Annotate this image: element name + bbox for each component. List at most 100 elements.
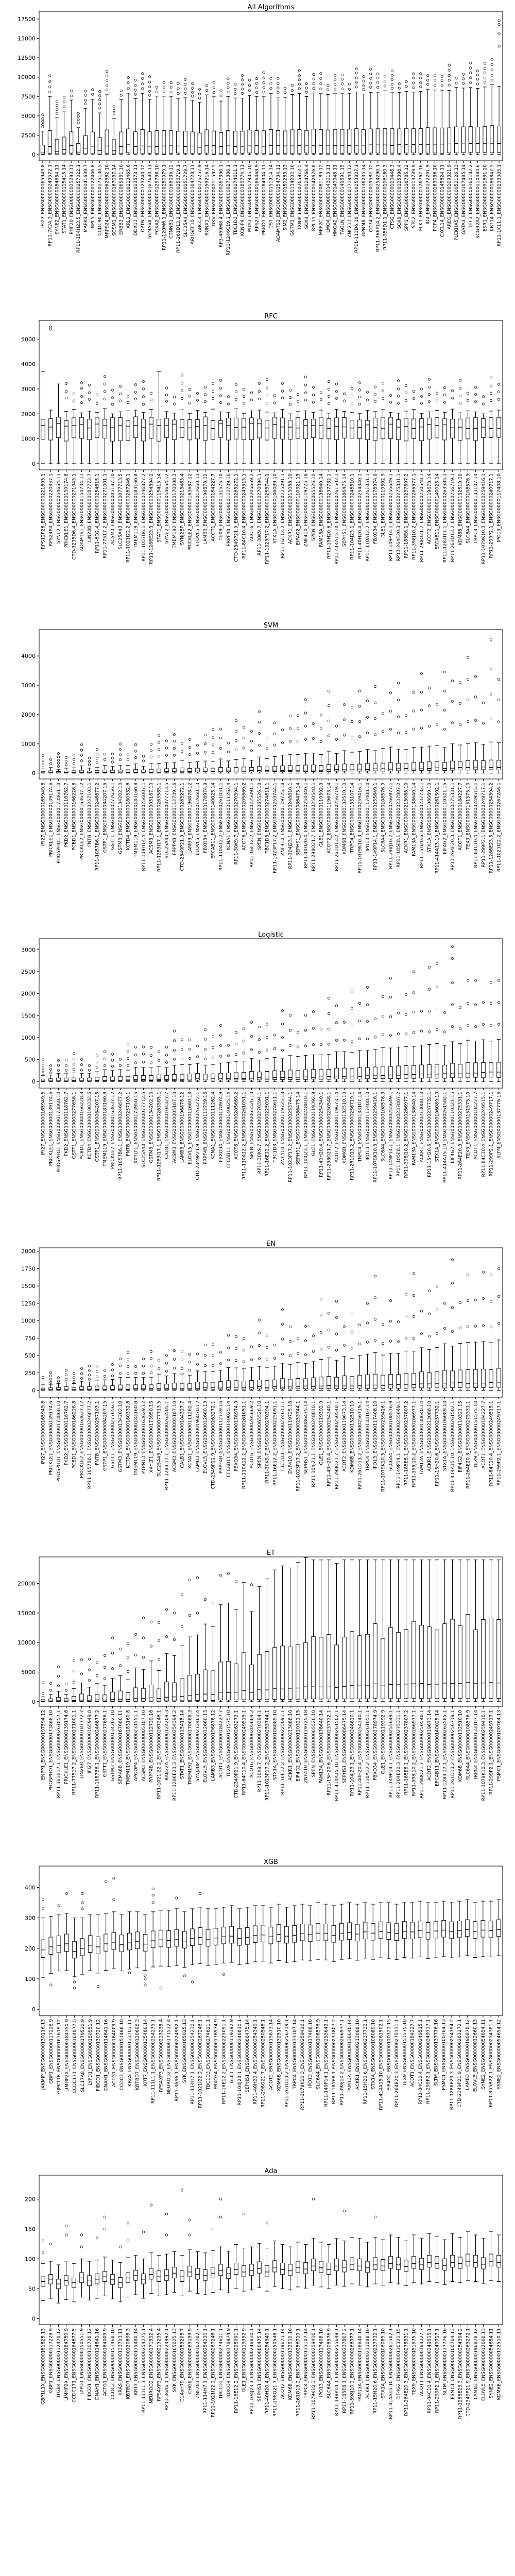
box-body xyxy=(280,1646,285,1700)
box-body xyxy=(190,1928,195,1946)
box-body xyxy=(257,1072,262,1080)
box-body xyxy=(489,759,493,770)
x-tick-label: RP11-1023P17.2_ENSG00000253744.1 xyxy=(273,783,278,873)
box-body xyxy=(265,1380,269,1389)
outlier-point xyxy=(111,388,114,392)
x-tick-label: LAMB3_ENSG00000196878.12 xyxy=(180,1092,185,1163)
box-23 xyxy=(204,84,209,155)
outlier-point xyxy=(281,741,284,744)
box-body xyxy=(442,762,447,771)
x-tick-label: RP11-15H20.6_ENSG00000237732.1 xyxy=(327,473,332,559)
subplot-title: SVM xyxy=(264,622,278,630)
x-tick-label: RP11-16E12.2_ENSG00000225091.1 xyxy=(281,473,286,558)
outlier-point xyxy=(334,78,337,81)
outlier-point xyxy=(112,105,115,108)
outlier-point xyxy=(319,1297,323,1301)
outlier-point xyxy=(358,1020,362,1023)
outlier-point xyxy=(41,1686,45,1690)
x-tick-label: KDM6B_ENSG00000132510.10 xyxy=(342,783,348,855)
outlier-point xyxy=(348,88,351,91)
box-15 xyxy=(157,1621,161,1702)
box-body xyxy=(133,769,138,773)
x-tick-label: GJPK1TB_ENSG00000161619.12 xyxy=(57,2019,62,2094)
box-body xyxy=(334,1645,339,1700)
outlier-point xyxy=(49,1067,53,1071)
outlier-point xyxy=(312,77,315,80)
y-tick-label: 4000 xyxy=(21,361,36,368)
outlier-point xyxy=(489,981,493,984)
outlier-point xyxy=(49,758,53,761)
box-32 xyxy=(288,714,293,774)
box-24 xyxy=(226,395,231,464)
outlier-point xyxy=(242,736,246,739)
outlier-point xyxy=(184,82,187,86)
x-tick-label: RP11-185E8.1_ENSG00000237807.2 xyxy=(397,783,402,868)
box-56 xyxy=(473,675,478,774)
outlier-point xyxy=(142,755,145,758)
box-body xyxy=(342,417,347,438)
x-tick-label: SLC25A4_ENSG00000151729.7 xyxy=(183,164,188,238)
outlier-point xyxy=(383,84,387,88)
outlier-point xyxy=(312,393,315,397)
box-15 xyxy=(159,1910,163,1990)
box-6 xyxy=(87,1064,92,1082)
x-tick-label: PHOSPHO1_ENSG00000173868.10 xyxy=(57,783,62,863)
box-body xyxy=(318,129,323,154)
x-tick-label: RP11-1057B6.1_ENSG00000246877.2 xyxy=(142,473,147,562)
box-body xyxy=(442,1370,447,1388)
outlier-point xyxy=(412,86,415,89)
box-2 xyxy=(56,1904,61,1972)
box-body xyxy=(323,1923,329,1941)
box-body xyxy=(350,764,354,772)
x-tick-label: RP11-110A12.2_ENSG00000261051.1 xyxy=(242,1092,247,1180)
box-body xyxy=(159,1929,163,1947)
outlier-point xyxy=(373,717,377,720)
x-tick-label: RP11-398J10.2_ENSG00000266977.1 xyxy=(412,1401,417,1487)
box-body xyxy=(164,1384,169,1390)
box-body xyxy=(481,760,486,770)
x-tick-label: RP11-261D13.2_ENSG00000256719.1 xyxy=(350,1092,355,1180)
box-7 xyxy=(95,1365,99,1391)
x-tick-label: FNTB_ENSG00000257103.1 xyxy=(95,1401,100,1465)
box-body xyxy=(141,1075,146,1081)
box-58 xyxy=(496,1899,501,1956)
box-22 xyxy=(211,728,215,774)
x-tick-label: RP11-299P2.1_ENSG00000249717.1 xyxy=(489,473,494,558)
outlier-point xyxy=(103,397,107,400)
x-tick-label: SLC17A8_ENSG00000179520.9 xyxy=(80,2019,85,2092)
outlier-point xyxy=(412,1010,416,1014)
box-53 xyxy=(457,1901,462,1957)
outlier-point xyxy=(298,82,301,86)
x-tick-label: RPS12P26_ENSG00000221693.1 xyxy=(41,473,46,549)
box-body xyxy=(203,1074,208,1080)
x-tick-label: TRPC4_ENSG00000133107.14 xyxy=(366,1401,371,1471)
x-tick-label: RAB22A_ENSG00000124209.3 xyxy=(165,1710,170,1781)
outlier-point xyxy=(64,1689,68,1692)
x-tick-label: RP11-261D13.2_ENSG00000256719.1 xyxy=(285,2019,290,2108)
outlier-point xyxy=(397,1032,400,1036)
x-tick-label: ACOT6_ENSG00000205669.2 xyxy=(242,783,247,851)
box-body xyxy=(350,1631,354,1699)
box-9 xyxy=(111,1877,116,1969)
outlier-point xyxy=(265,1036,269,1039)
x-tick-label: STX1A_ENSG00000106089.10 xyxy=(443,1401,448,1471)
outlier-point xyxy=(184,92,187,95)
x-tick-label: RP11-1057B6.1_ENSG00000246877.2 xyxy=(118,1092,124,1180)
x-tick-label: RP11-185E8.1_ENSG00000237807.2 xyxy=(332,2019,337,2104)
outlier-point xyxy=(142,1358,145,1361)
outlier-point xyxy=(312,73,315,76)
outlier-point xyxy=(173,1048,176,1052)
box-59 xyxy=(496,1267,501,1391)
outlier-point xyxy=(188,1038,192,1042)
outlier-point xyxy=(134,1371,138,1375)
box-19 xyxy=(187,1579,192,1702)
box-body xyxy=(419,418,424,441)
y-tick-label: 0 xyxy=(32,1387,36,1394)
box-body xyxy=(234,767,238,773)
outlier-point xyxy=(41,2239,45,2243)
box-47 xyxy=(404,1293,408,1391)
box-18 xyxy=(182,1911,187,1977)
outlier-point xyxy=(134,391,138,394)
outlier-point xyxy=(173,1349,176,1352)
outlier-point xyxy=(366,699,369,702)
